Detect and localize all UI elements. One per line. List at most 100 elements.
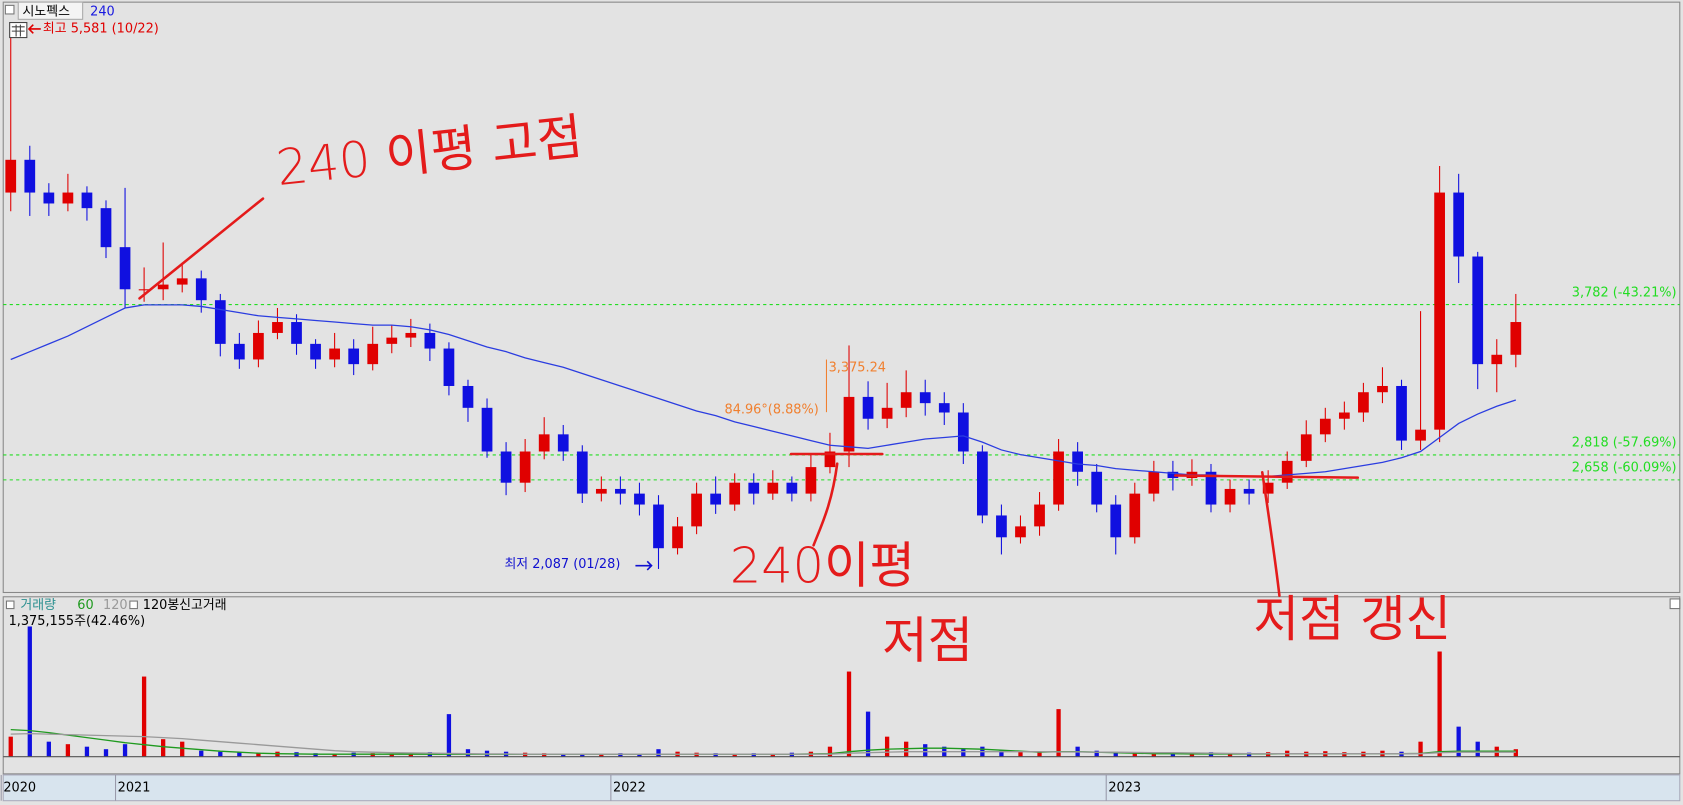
volume-bar bbox=[637, 753, 642, 757]
candle-body bbox=[462, 385, 474, 408]
candle-body bbox=[386, 337, 398, 344]
candle-body bbox=[805, 467, 817, 494]
candle-body bbox=[1396, 385, 1407, 441]
candle-body bbox=[634, 493, 645, 505]
candle-body bbox=[1300, 434, 1312, 461]
candle-body bbox=[653, 504, 664, 549]
candle-body bbox=[786, 482, 798, 494]
price-panel bbox=[2, 1, 1681, 594]
candle-body bbox=[938, 403, 950, 413]
candle-body bbox=[748, 482, 760, 494]
candle-body bbox=[710, 493, 722, 505]
candle-body bbox=[672, 526, 683, 549]
volume-bar bbox=[1189, 752, 1195, 757]
handwriting: 저점 bbox=[882, 611, 973, 669]
volume-bar bbox=[218, 751, 223, 757]
x-tick-label: 2023 bbox=[1108, 780, 1141, 795]
volume-bar bbox=[256, 752, 261, 757]
candle-body bbox=[62, 192, 74, 204]
candle-body bbox=[824, 451, 836, 468]
candle-body bbox=[1243, 488, 1255, 494]
volume-bar bbox=[580, 753, 585, 757]
candle-body bbox=[1377, 385, 1388, 393]
candle-body bbox=[424, 332, 436, 349]
candle-body bbox=[615, 488, 626, 494]
volume-average bbox=[10, 733, 1516, 755]
calendar-icon bbox=[9, 22, 28, 39]
candle-body bbox=[957, 412, 969, 452]
low-arrow bbox=[635, 560, 653, 571]
candle-body bbox=[1281, 460, 1293, 483]
volume-bar bbox=[161, 739, 166, 757]
volume-bar bbox=[1456, 726, 1461, 757]
ink-stroke bbox=[812, 462, 839, 547]
candle-body bbox=[538, 434, 550, 452]
fib-label: 84.96°(8.88%) bbox=[725, 403, 819, 418]
volume-bar bbox=[103, 749, 109, 757]
volume-title: 거래량 bbox=[20, 598, 56, 613]
ink-stroke bbox=[1174, 474, 1360, 479]
candle-body bbox=[1110, 504, 1122, 538]
candle-body bbox=[1472, 256, 1484, 365]
volume-bar bbox=[770, 753, 775, 757]
volume-bar bbox=[122, 744, 128, 757]
candle-body bbox=[100, 208, 112, 248]
volume-bar bbox=[1151, 752, 1156, 757]
volume-annotation: 1,375,155주(42.46%) bbox=[9, 614, 146, 629]
legend-entry: 60 bbox=[77, 598, 93, 613]
candle-body bbox=[310, 343, 321, 360]
candle-body bbox=[767, 482, 779, 494]
volume-bar bbox=[542, 753, 547, 757]
volume-bar bbox=[141, 676, 147, 757]
close-button[interactable] bbox=[1669, 598, 1681, 610]
volume-bar bbox=[618, 753, 623, 757]
candle-body bbox=[1453, 192, 1465, 257]
volume-bar bbox=[1018, 751, 1023, 757]
volume-bar bbox=[446, 714, 452, 757]
volume-bar bbox=[846, 671, 852, 757]
candle-body bbox=[1205, 471, 1217, 505]
candle-body bbox=[557, 434, 569, 452]
candle-body bbox=[214, 300, 226, 344]
volume-bar bbox=[656, 749, 661, 757]
volume-bar bbox=[1513, 749, 1518, 757]
candle-body bbox=[176, 278, 188, 285]
candle-body bbox=[1510, 322, 1522, 355]
x-axis-strip bbox=[2, 774, 1681, 802]
chart-title: 시노펙스 bbox=[23, 4, 71, 19]
volume-bar bbox=[332, 753, 337, 757]
panel-icon bbox=[4, 4, 15, 15]
volume-bar bbox=[1132, 752, 1137, 757]
candle-body bbox=[272, 322, 283, 333]
volume-bar bbox=[1475, 741, 1480, 757]
candle-body bbox=[862, 396, 874, 419]
candle-body bbox=[996, 515, 1007, 538]
volume-bar bbox=[961, 749, 966, 757]
volume-bar bbox=[599, 754, 604, 757]
volume-bar bbox=[999, 750, 1004, 757]
volume-bar bbox=[180, 741, 185, 757]
panel-icon bbox=[129, 600, 138, 610]
volume-bar bbox=[237, 752, 242, 757]
candle-body bbox=[1015, 526, 1026, 538]
ink-stroke bbox=[1260, 470, 1281, 597]
volume-bar bbox=[84, 746, 90, 757]
handwriting: 240이평 bbox=[730, 536, 915, 594]
candle-body bbox=[500, 451, 512, 483]
level-label: 2,658 (-60.09%) bbox=[1572, 461, 1677, 476]
volume-bar bbox=[46, 741, 51, 757]
candle-body bbox=[291, 322, 302, 344]
candle-body bbox=[1262, 482, 1274, 494]
volume-bar bbox=[1037, 752, 1042, 757]
candle-body bbox=[1434, 192, 1445, 430]
volume-bar bbox=[884, 736, 890, 757]
level-label: 2,818 (-57.69%) bbox=[1572, 436, 1677, 451]
candle-body bbox=[348, 348, 360, 365]
candle-body bbox=[1091, 471, 1103, 505]
low-annotation: 최저 2,087 (01/28) bbox=[504, 557, 620, 572]
volume-bar bbox=[465, 749, 471, 757]
candle-body bbox=[1319, 418, 1331, 435]
volume-bar bbox=[389, 753, 394, 757]
